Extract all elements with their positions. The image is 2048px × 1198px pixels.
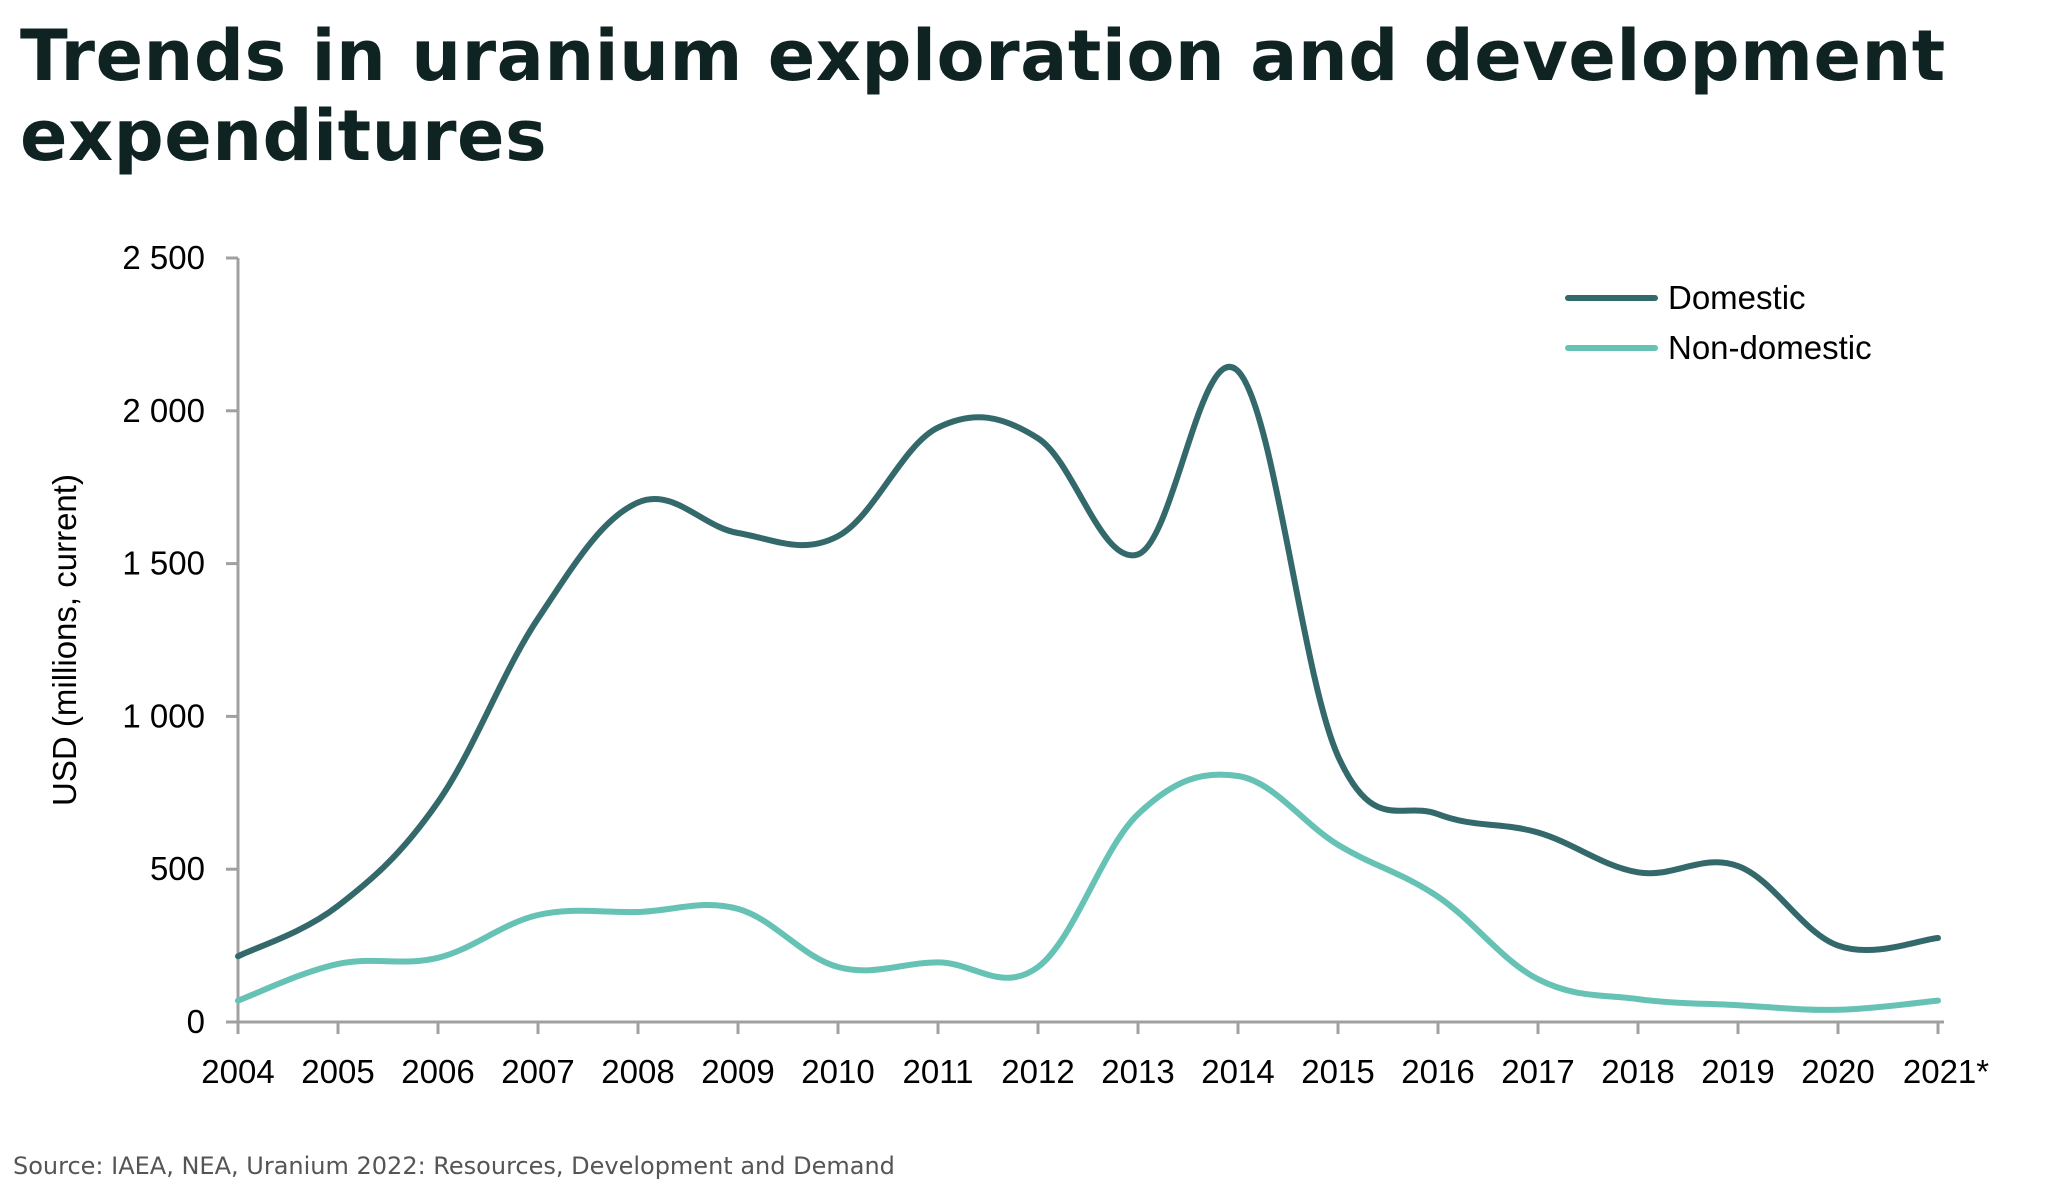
x-tick-label: 2015: [1301, 1053, 1374, 1090]
x-tick-label: 2008: [601, 1053, 674, 1090]
x-tick-label: 2007: [501, 1053, 574, 1090]
x-axis-tick-labels: 2004 2005 2006 2007 2008 2009 2010 2011 2012 2013…: [201, 1053, 1989, 1090]
y-axis-label: USD (millions, current): [46, 474, 83, 806]
series-lines: [235, 364, 1941, 1013]
x-tick-label: 2014: [1201, 1053, 1274, 1090]
x-tick-label: 2010: [801, 1053, 874, 1090]
chart-axes: [226, 256, 1944, 1034]
x-tick-label: 2021*: [1903, 1053, 1989, 1090]
page-title: Trends in uranium exploration and develo…: [20, 15, 1946, 177]
x-tick-label: 2012: [1001, 1053, 1074, 1090]
x-tick-label: 2013: [1101, 1053, 1174, 1090]
y-tick-label: 1 000: [122, 697, 205, 734]
source-note: Source: IAEA, NEA, Uranium 2022: Resourc…: [13, 1152, 895, 1180]
series-line-non-domestic: [235, 771, 1941, 1013]
x-tick-label: 2019: [1701, 1053, 1774, 1090]
x-tick-label: 2011: [903, 1053, 974, 1090]
x-tick-label: 2004: [201, 1053, 274, 1090]
chart-legend: Domestic Non-domestic: [1565, 279, 1872, 366]
y-tick-label: 2 000: [122, 392, 205, 429]
series-line-domestic: [235, 364, 1941, 960]
y-tick-label: 500: [150, 850, 205, 887]
x-tick-label: 2009: [701, 1053, 774, 1090]
x-tick-label: 2006: [401, 1053, 474, 1090]
x-tick-label: 2017: [1501, 1053, 1574, 1090]
legend-label: Non-domestic: [1668, 329, 1872, 366]
y-axis-tick-labels: 0 500 1 000 1 500 2 000 2 500: [122, 239, 205, 1040]
legend-label: Domestic: [1668, 279, 1806, 316]
y-tick-label: 2 500: [122, 239, 205, 276]
y-tick-label: 0: [187, 1003, 205, 1040]
y-tick-label: 1 500: [122, 545, 205, 582]
x-tick-label: 2020: [1801, 1053, 1874, 1090]
x-tick-label: 2016: [1401, 1053, 1474, 1090]
x-tick-label: 2018: [1601, 1053, 1674, 1090]
x-tick-label: 2005: [301, 1053, 374, 1090]
